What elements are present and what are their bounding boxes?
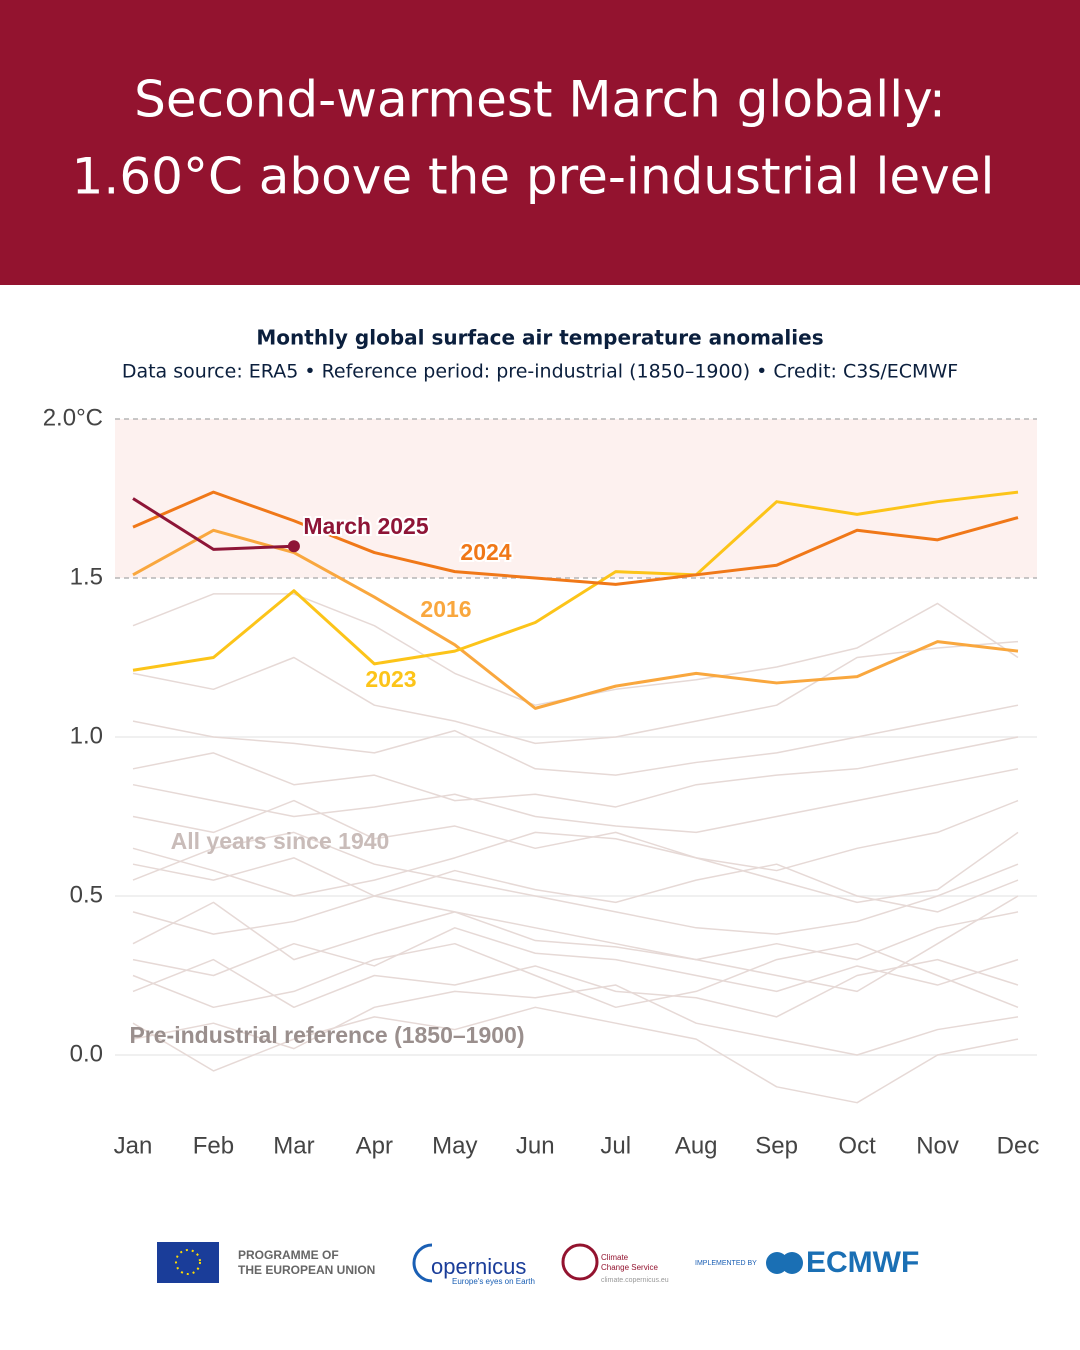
c3s-url: climate.copernicus.eu (601, 1277, 669, 1284)
y-tick-label: 0.5 (70, 881, 103, 908)
background-line (132, 895, 1019, 961)
plot: 0.0 0.5 1.0 1.5 2.0°C Jan Feb Mar Apr May Jun Jul Au… (43, 404, 1040, 1159)
ecmwf-logo (781, 1252, 803, 1274)
c3s-logo (561, 1243, 599, 1281)
x-tick-label: Oct (838, 1132, 876, 1159)
x-tick-label: Apr (356, 1132, 393, 1159)
chart-subtitle: Data source: ERA5 • Reference period: pr… (122, 361, 958, 383)
x-tick-label: May (432, 1132, 477, 1159)
series-label: 2024 (460, 539, 511, 565)
series-line (132, 490, 1019, 586)
copernicus-tag: Europe's eyes on Earth (452, 1277, 535, 1286)
copernicus-text: opernicus (431, 1254, 526, 1279)
background-line (132, 942, 1019, 1009)
x-tick-label: Jun (516, 1132, 555, 1159)
background-line (132, 927, 1019, 993)
background-line (132, 593, 1019, 706)
x-tick-label: Aug (675, 1132, 718, 1159)
annotation: Pre-industrial reference (1850–1900) (129, 1022, 524, 1048)
series-label: March 2025 (303, 513, 429, 539)
eu-stars (175, 1249, 201, 1275)
background-line (132, 895, 1019, 993)
series-label: 2016 (420, 596, 471, 622)
background-line (132, 831, 1019, 904)
y-tick-label: 1.5 (70, 563, 103, 590)
c3s-text: Change Service (601, 1263, 658, 1272)
background-line (132, 1006, 1019, 1104)
background-line (132, 857, 1019, 913)
y-tick-label: 0.0 (70, 1040, 103, 1067)
copernicus-logo (412, 1243, 433, 1283)
x-tick-label: Nov (916, 1132, 959, 1159)
background-line (132, 768, 1019, 834)
x-tick-label: Mar (273, 1132, 314, 1159)
threshold-band (115, 419, 1037, 578)
chart-title: Monthly global surface air temperature a… (256, 326, 823, 350)
background-line (132, 958, 1019, 1018)
c3s-text: Climate (601, 1253, 629, 1262)
x-tick-label: Sep (755, 1132, 798, 1159)
series-line (132, 490, 1019, 672)
x-tick-label: Dec (997, 1132, 1040, 1159)
background-line (132, 704, 1019, 776)
header-band (0, 0, 1080, 285)
x-tick-label: Jan (114, 1132, 153, 1159)
series-label: 2023 (365, 666, 416, 692)
title-line: 1.60°C above the pre-industrial level (72, 148, 995, 206)
y-tick-label: 1.0 (70, 722, 103, 749)
footer: PROGRAMME OF THE EUROPEAN UNION opernicu… (157, 1242, 919, 1286)
x-tick-label: Jul (600, 1132, 631, 1159)
series-line (132, 497, 294, 551)
background-line (132, 799, 1019, 872)
title-line: Second-warmest March globally: (134, 71, 946, 129)
ecmwf-text: ECMWF (806, 1246, 919, 1279)
x-tick-label: Feb (193, 1132, 234, 1159)
background-label: All years since 1940 (171, 828, 390, 854)
series-line (132, 528, 1019, 710)
background-line (132, 831, 1019, 935)
eu-text: THE EUROPEAN UNION (238, 1263, 375, 1277)
impl-text: IMPLEMENTED BY (695, 1260, 757, 1267)
eu-flag (157, 1242, 219, 1283)
y-tick-label: 2.0°C (43, 404, 103, 431)
eu-text: PROGRAMME OF (238, 1248, 339, 1262)
latest-point (287, 540, 300, 553)
background-line (132, 640, 1019, 745)
background-line (132, 736, 1019, 808)
